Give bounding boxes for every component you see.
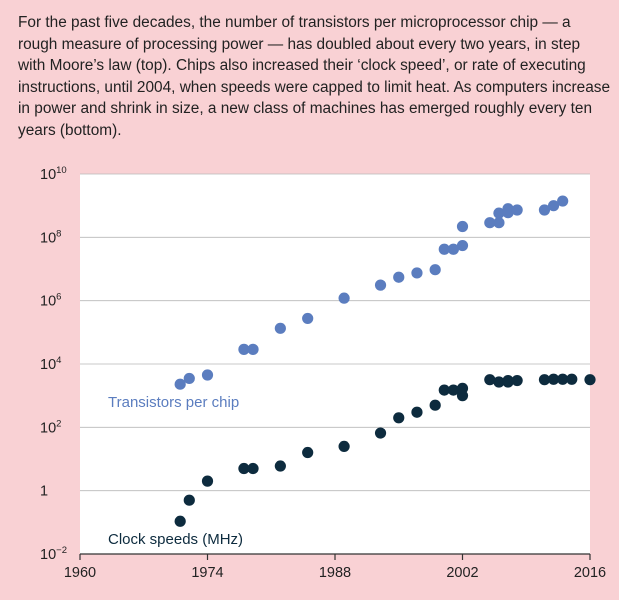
clock-point <box>183 494 195 506</box>
transistor-point <box>393 271 405 283</box>
clock-point <box>484 374 496 386</box>
series-transistors <box>174 195 569 390</box>
transistor-point <box>456 220 469 233</box>
transistor-point <box>456 239 469 252</box>
y-tick-label: 108 <box>40 228 61 246</box>
clock-point <box>302 446 314 459</box>
x-axis-ticks: 1960 1974 1988 2002 2016 <box>64 554 606 581</box>
clock-point <box>456 382 469 394</box>
x-tick-label: 1988 <box>319 565 351 581</box>
transistor-point <box>547 200 560 212</box>
x-tick-label: 2016 <box>574 565 606 581</box>
clock-point <box>374 427 387 439</box>
clock-point <box>502 374 514 387</box>
series-label-clock: Clock speeds (MHz) <box>108 531 243 548</box>
clock-point <box>511 374 523 387</box>
gridlines <box>80 173 590 492</box>
clock-point <box>201 475 214 487</box>
transistor-point <box>502 207 514 219</box>
transistor-point <box>511 204 523 216</box>
transistor-point <box>429 264 441 276</box>
transistor-point <box>447 243 459 255</box>
x-tick-label: 1960 <box>64 565 96 581</box>
clock-point <box>247 462 259 475</box>
series-label-transistors: Transistors per chip <box>108 394 239 411</box>
transistor-point <box>538 204 551 216</box>
clock-point <box>429 399 441 411</box>
y-tick-label: 10−2 <box>40 545 67 563</box>
y-tick-label: 1 <box>40 484 48 500</box>
clock-point <box>338 440 350 452</box>
transistor-point <box>183 372 195 385</box>
transistor-point <box>247 343 259 355</box>
x-tick-label: 2002 <box>446 565 478 581</box>
transistor-point <box>557 195 569 207</box>
y-tick-label: 102 <box>40 418 61 436</box>
transistor-point <box>484 217 496 229</box>
transistor-point <box>374 279 387 291</box>
y-tick-label: 104 <box>40 355 61 373</box>
clock-point <box>274 460 286 472</box>
transistor-point <box>493 217 505 229</box>
clock-point <box>557 373 569 385</box>
figure-caption: For the past five decades, the number of… <box>18 14 611 139</box>
clock-point <box>411 406 423 418</box>
transistor-point <box>493 207 505 219</box>
clock-point <box>584 374 596 386</box>
y-axis-ticks: 10−2 1 102 104 106 108 1010 <box>40 165 67 563</box>
clock-point <box>238 462 250 475</box>
transistor-point <box>302 312 314 325</box>
clock-point <box>493 376 505 388</box>
clock-point <box>547 373 560 385</box>
y-tick-label: 1010 <box>40 165 67 183</box>
transistor-point <box>411 267 423 279</box>
transistor-point <box>238 343 250 355</box>
transistor-point <box>274 322 286 334</box>
clock-point <box>538 374 551 386</box>
transistor-point <box>338 292 350 304</box>
y-tick-label: 106 <box>40 292 61 310</box>
clock-point <box>393 412 405 424</box>
clock-point <box>438 384 450 396</box>
transistor-point <box>174 378 186 390</box>
clock-point <box>447 384 459 396</box>
data-points <box>174 195 596 527</box>
transistor-point <box>201 369 214 381</box>
transistor-point <box>438 243 450 255</box>
x-tick-label: 1974 <box>191 565 223 581</box>
clock-point <box>566 373 578 385</box>
clock-point <box>174 515 186 527</box>
series-clock <box>174 373 596 527</box>
